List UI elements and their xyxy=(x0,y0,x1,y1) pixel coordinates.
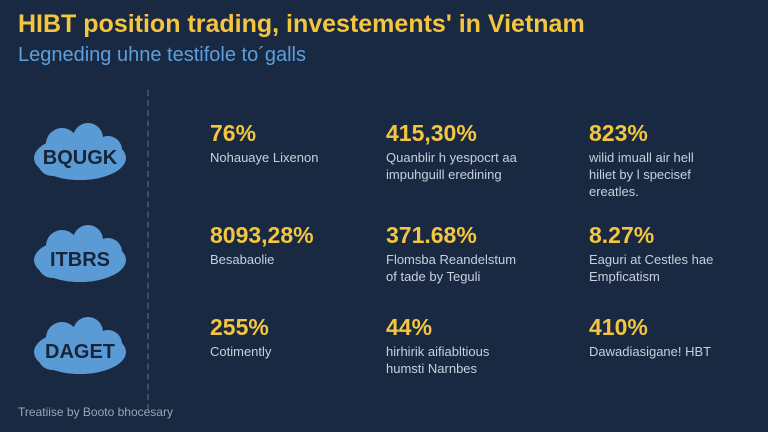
cloud: ITBRS xyxy=(34,225,126,282)
stat-value: 44% xyxy=(386,314,433,340)
stat-caption: humsti Narnbes xyxy=(386,361,478,376)
subtitle: Legneding uhne testifole to´galls xyxy=(18,44,306,66)
stat-caption: ereatles. xyxy=(589,184,639,199)
stat-value: 371.68% xyxy=(386,222,477,248)
stat-value: 255% xyxy=(210,314,269,340)
stat-value: 823% xyxy=(589,120,648,146)
footer: Treatiise by Booto bhocesary xyxy=(18,405,173,419)
stat-caption: Empficatism xyxy=(589,269,660,284)
stat-caption: Nohauaye Lixenon xyxy=(210,150,319,165)
cloud-label: BQUGK xyxy=(43,147,118,169)
stat-caption: hiliet by l specisef xyxy=(589,167,691,182)
stat-caption: of tade by Teguli xyxy=(386,269,481,284)
stat-value: 76% xyxy=(210,120,257,146)
stat-caption: Dawadiasigane! HBT xyxy=(589,344,712,359)
stat-caption: Eaguri at Cestles hae xyxy=(589,252,714,267)
cloud-label: ITBRS xyxy=(50,249,110,271)
divider xyxy=(147,90,149,410)
stat-value: 8093,28% xyxy=(210,222,314,248)
title: HIBT position trading, investements' in … xyxy=(18,10,585,38)
stat-value: 415,30% xyxy=(386,120,477,146)
cloud: BQUGK xyxy=(34,123,126,180)
stat-caption: Besabaolie xyxy=(210,252,275,267)
stat-caption: wilid imuall air hell xyxy=(589,150,694,165)
stat-caption: impuhguill eredining xyxy=(386,167,502,182)
stat-value: 8.27% xyxy=(589,222,655,248)
cloud: DAGET xyxy=(34,317,126,374)
cloud-label: DAGET xyxy=(45,341,115,363)
stat-caption: Cotimently xyxy=(210,344,272,359)
stat-value: 410% xyxy=(589,314,648,340)
stat-caption: Flomsba Reandelstum xyxy=(386,252,517,267)
stat-caption: Quanblir h yespocrt aa xyxy=(386,150,517,165)
stat-caption: hirhirik aifiabltious xyxy=(386,344,490,359)
